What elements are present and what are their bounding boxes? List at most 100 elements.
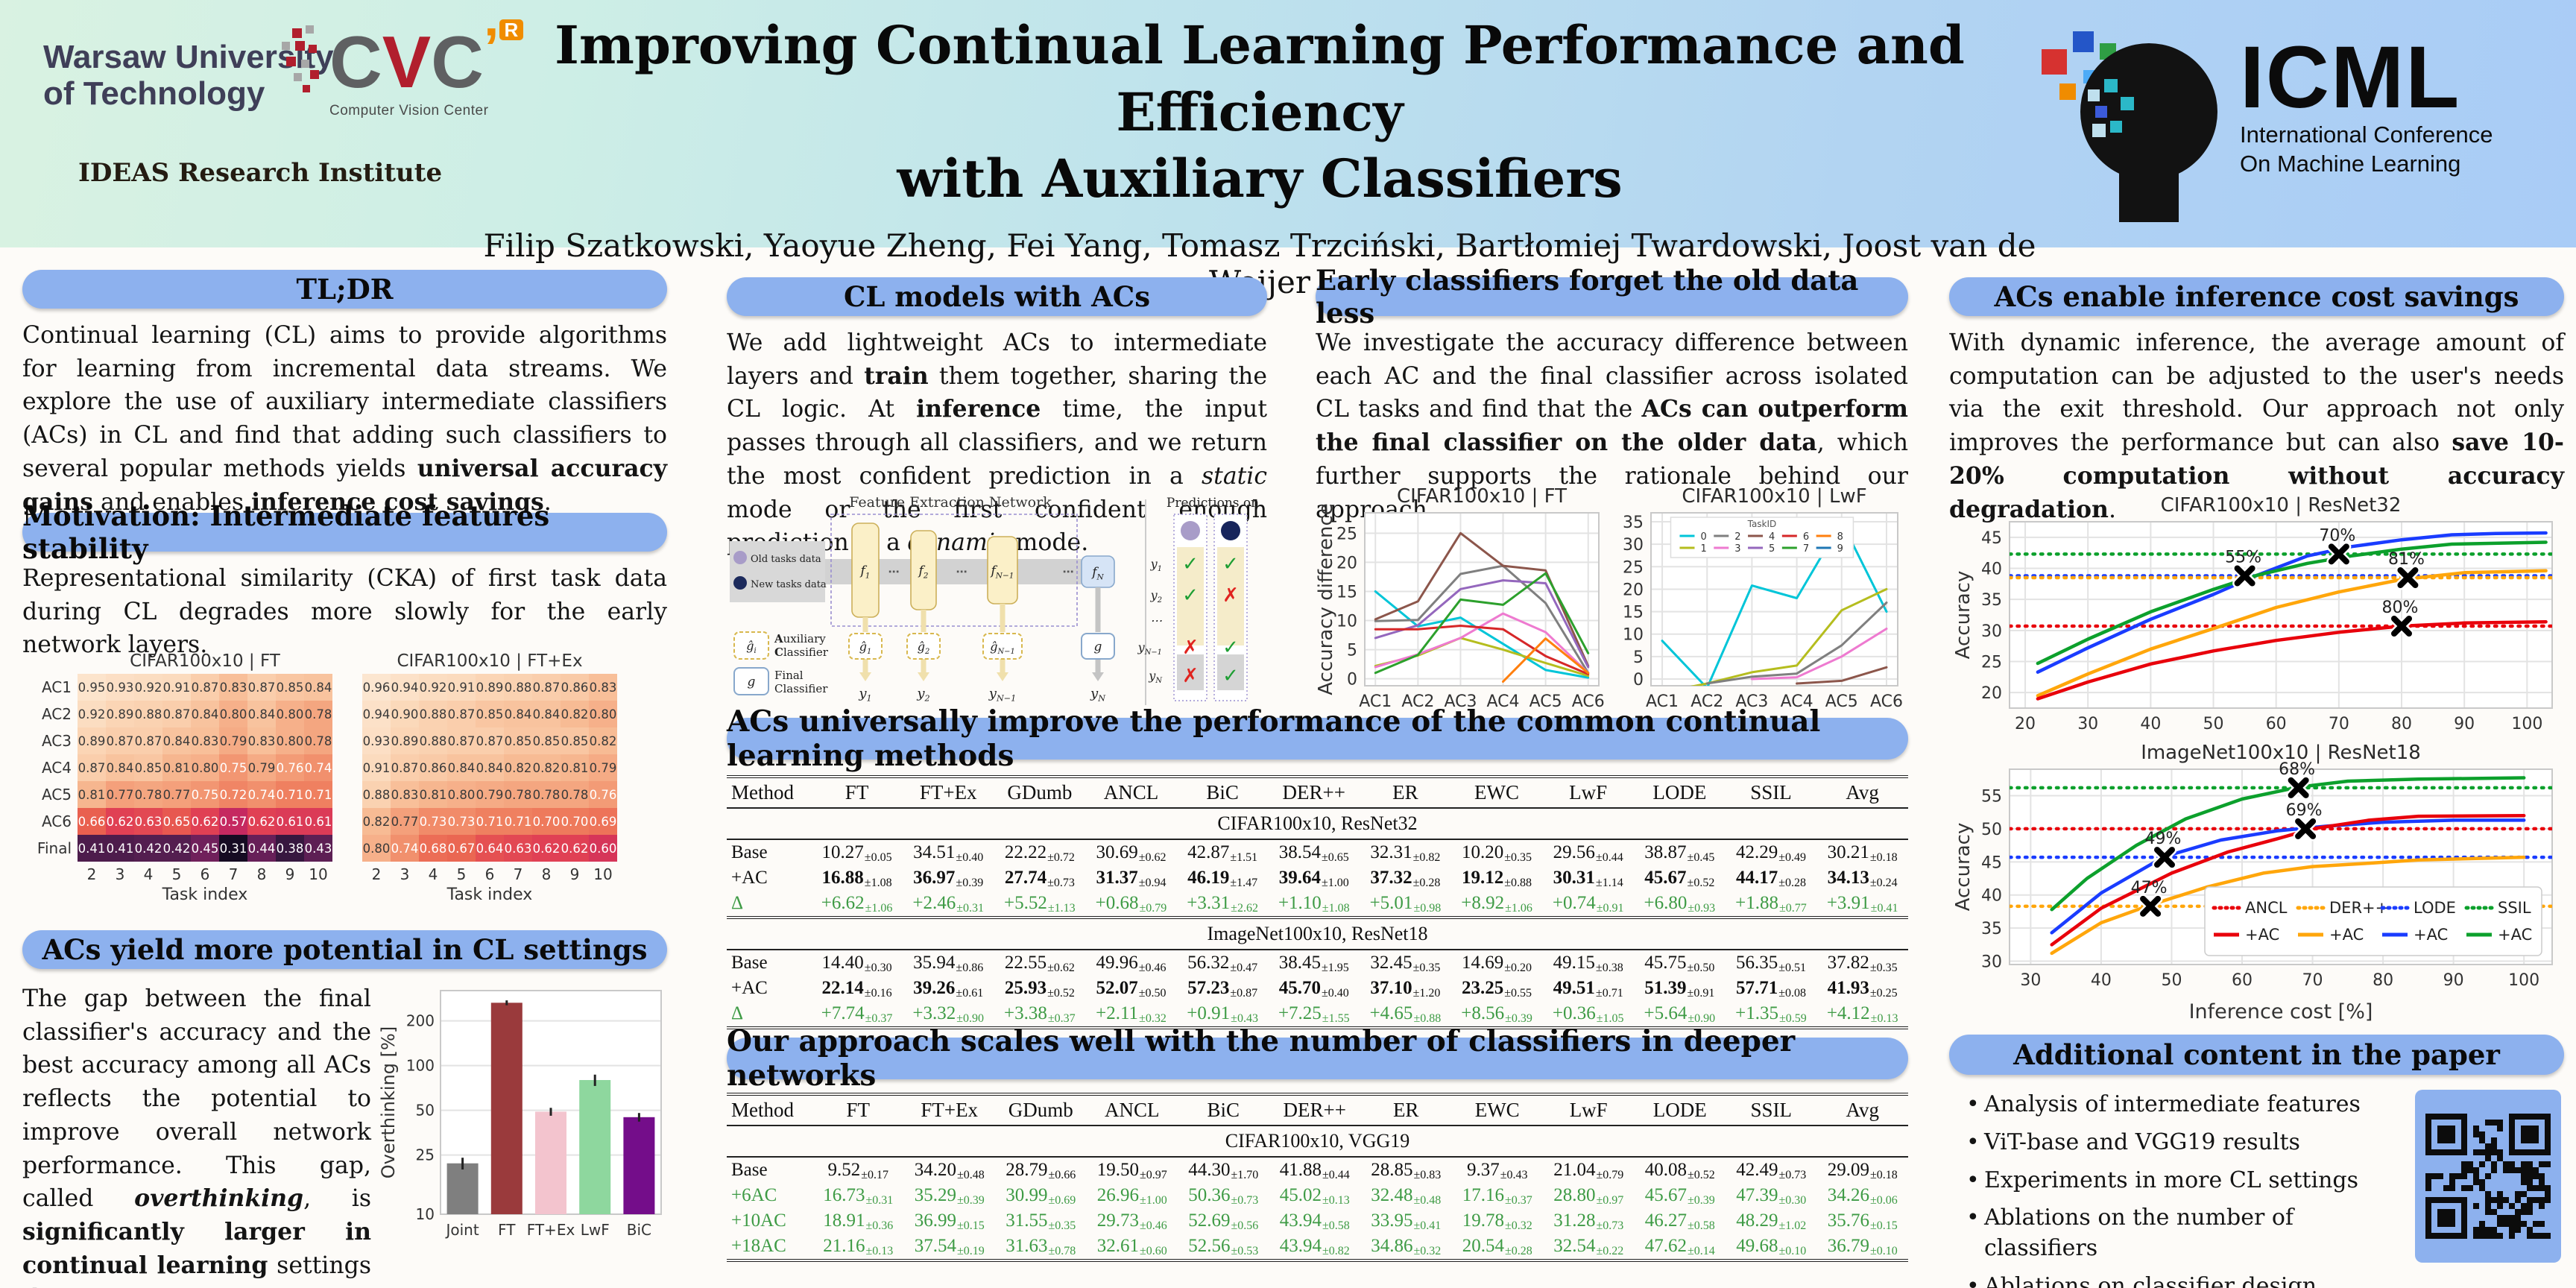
table-row: Base 14.40±0.30 35.94±0.86 22.55±0.62 49.96±… [727,950,1908,976]
poster-header: Warsaw University of Technology IDEAS Re… [0,0,2576,300]
heatmap-cell: 0.77 [162,781,191,808]
section-title-early: Early classifiers forget the old data le… [1316,264,1908,329]
heatmap-cell: 0.93 [362,727,391,754]
table-cell: 38.54±0.65 [1278,842,1349,864]
table-cell: 14.40±0.30 [821,953,892,974]
svg-text:Joint: Joint [444,1221,479,1239]
heatmap-cell: 0.86 [419,754,447,781]
table-cell: 10.27±0.05 [821,842,892,864]
banner-scaling: Our approach scales well with the number… [727,1024,1908,1093]
table-col-header: FT+Ex [903,1094,995,1126]
svg-text:70%: 70% [2319,526,2355,545]
svg-text:35: 35 [1981,920,2002,938]
table-cell: 34.86±0.32 [1371,1236,1442,1257]
svg-text:g: g [1094,640,1102,654]
heatmap-cell: 0.80 [219,701,247,727]
heatmap-cell: 0.87 [78,754,106,781]
bullet-item: ViT-base and VGG19 results [1960,1128,2393,1158]
savings-chart-cifar: 20 30 40 50 60 70 80 90 100 20 25 30 35 40 45 55% 70% 81%… [1953,494,2553,733]
table-cell: 42.29±0.49 [1735,842,1806,864]
table-cell: 32.31±0.82 [1370,842,1441,864]
svg-text:AC2: AC2 [1401,692,1434,711]
table-col-header: LwF [1542,777,1634,809]
icml-head-icon [2042,31,2217,222]
table-col-header: LODE [1634,777,1726,809]
svg-text:yN−1: yN−1 [1137,640,1162,657]
table-cell: 45.02±0.13 [1279,1185,1350,1207]
heatmap-cell: 0.62 [191,808,219,835]
svg-text:40: 40 [2140,715,2161,733]
svg-text:1: 1 [1700,543,1706,555]
svg-text:40: 40 [2091,971,2112,990]
heatmap-cell: 0.87 [106,727,134,754]
heatmap-cell: 0.92 [134,674,162,701]
heatmap-cell: 0.61 [276,808,304,835]
svg-text:ĝN−1: ĝN−1 [990,640,1015,656]
svg-text:⋯: ⋯ [1063,565,1074,578]
svg-text:30: 30 [2020,971,2041,990]
heatmap-cell: 0.38 [276,835,304,862]
svg-text:AC4: AC4 [1487,692,1520,711]
svg-text:8: 8 [1837,531,1843,543]
heatmap-cell: 0.70 [532,808,561,835]
svg-text:AC5: AC5 [1825,692,1858,711]
svg-text:30: 30 [2077,715,2098,733]
table-row: Δ +6.62±1.06 +2.46±0.31 +5.52±1.13 +0.68±0.7… [727,891,1908,918]
svg-text:Auxiliary: Auxiliary [774,632,826,645]
table-col-header: ANCL [1086,1094,1178,1126]
svg-text:Old tasks data: Old tasks data [751,554,821,565]
table-cell: 52.69±0.56 [1188,1210,1259,1232]
heatmap-cell: 0.88 [362,781,391,808]
table-cell: +8.56±0.39 [1461,1003,1532,1025]
heatmap-cell: 0.63 [504,835,532,862]
heatmap-cell: 0.80 [447,781,476,808]
heatmap-cell: 0.62 [561,835,589,862]
table-col-header: DER++ [1269,1094,1360,1126]
svg-text:10: 10 [1623,626,1644,645]
bullet-item: Analysis of intermediate features [1960,1090,2393,1120]
table-cell: 41.88±0.44 [1279,1160,1350,1181]
svg-text:+AC: +AC [2414,926,2448,944]
table-col-header: Avg [1816,777,1908,809]
section-title-savings: ACs enable inference cost savings [1949,277,2564,316]
heatmap-cell: 0.71 [304,781,332,808]
svg-text:55: 55 [1981,788,2002,806]
table-cell: 32.54±0.22 [1553,1236,1624,1257]
svg-text:60: 60 [2232,971,2253,990]
svg-text:6: 6 [1803,531,1809,543]
table-cell: +0.68±0.79 [1095,893,1167,915]
icml-line2: On Machine Learning [2240,151,2461,177]
table-cell: 45.67±0.39 [1644,1185,1715,1207]
table-col-header: ER [1360,1094,1452,1126]
heatmap-cell: 0.84 [106,754,134,781]
svg-text:Overthinking [%]: Overthinking [%] [378,1026,399,1178]
table-cell: 36.97±0.39 [913,868,984,889]
table-cell: 40.08±0.52 [1644,1160,1715,1181]
heatmap-cell: 0.79 [589,754,617,781]
table-cell: +8.92±1.06 [1461,893,1532,915]
svg-text:Accuracy: Accuracy [1953,571,1974,660]
heatmap-cell: 0.69 [589,808,617,835]
table-cell: 34.51±0.40 [913,842,984,864]
svg-text:Inference cost [%]: Inference cost [%] [2189,1000,2373,1023]
table-cell: +5.01±0.98 [1369,893,1442,915]
savings-chart-imagenet: 30 40 50 60 70 80 90 100 30 35 40 45 50 55 68% 69% 49% 47… [1953,742,2553,1023]
table-cell: 42.87±1.51 [1187,842,1258,864]
heatmap-cell: 0.94 [391,674,419,701]
heatmap-cell: 0.87 [447,701,476,727]
heatmap-cell: 0.41 [78,835,106,862]
svg-text:50: 50 [416,1102,435,1120]
table-row: +AC 22.14±0.16 39.26±0.61 25.93±0.52 52.07±0… [727,976,1908,1001]
heatmap-cell: 0.74 [247,781,276,808]
svg-text:25: 25 [1336,525,1357,543]
qr-code [2415,1090,2561,1263]
table-cell: 9.52±0.17 [827,1160,888,1181]
table-cell: 43.94±0.58 [1279,1210,1350,1232]
qr-pattern [2425,1114,2551,1239]
table-row: +6AC 16.73±0.31 35.29±0.39 30.99±0.69 26.96±… [727,1183,1908,1208]
savings-text: With dynamic inference, the average amou… [1949,329,2564,523]
table-cell: 18.91±0.36 [823,1210,894,1232]
heatmap-cell: 0.78 [532,781,561,808]
table-cell: 49.68±0.10 [1736,1236,1807,1257]
heatmap-cell: 0.96 [362,674,391,701]
